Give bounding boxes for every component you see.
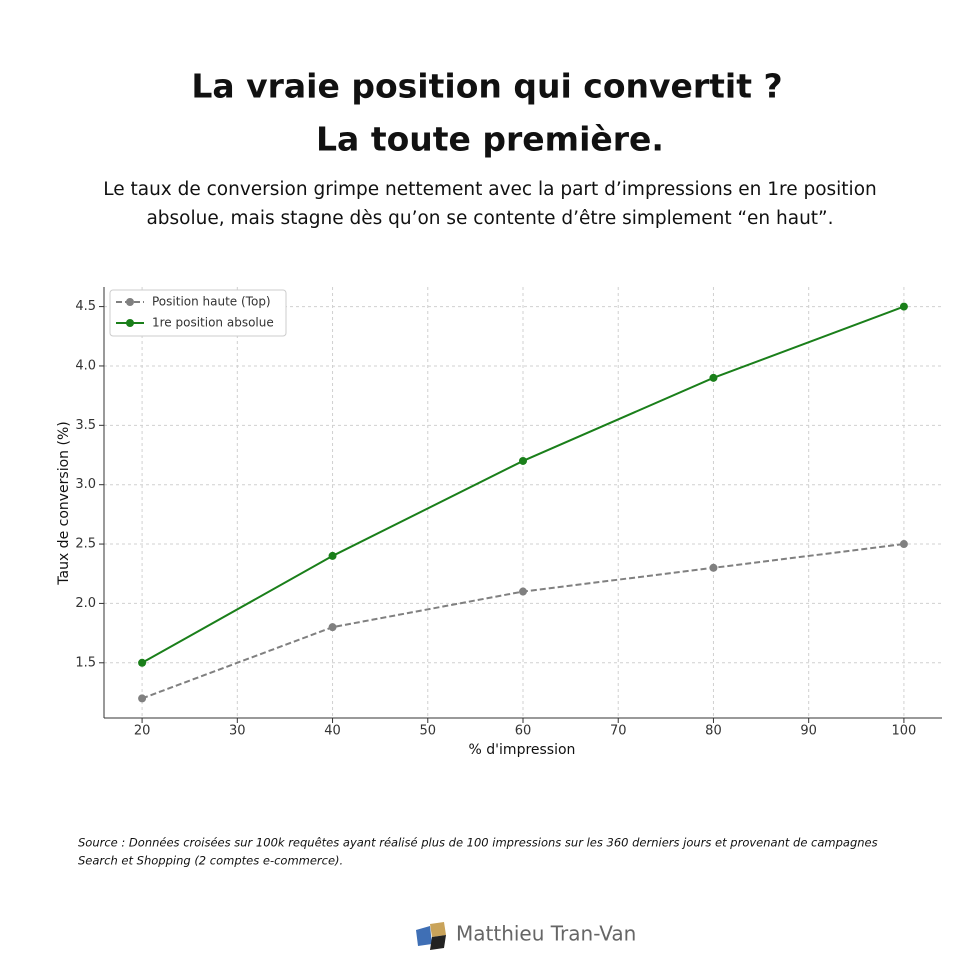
- x-tick-label: 30: [229, 724, 246, 739]
- legend-dot: [126, 298, 134, 306]
- x-tick-label: 60: [515, 724, 532, 739]
- point: [138, 694, 147, 703]
- point: [138, 658, 147, 667]
- y-tick-label: 2.0: [75, 596, 96, 611]
- y-tick-label: 4.0: [75, 358, 96, 373]
- legend-label: Position haute (Top): [152, 295, 271, 309]
- x-tick-label: 100: [891, 724, 916, 739]
- x-tick-label: 50: [419, 724, 436, 739]
- logo: [416, 922, 446, 950]
- subtitle-line: Le taux de conversion grimpe nettement a…: [103, 179, 877, 200]
- point: [328, 551, 337, 560]
- title-line: La vraie position qui convertit ?: [191, 67, 782, 106]
- x-tick-label: 20: [134, 724, 151, 739]
- point: [709, 373, 718, 382]
- x-tick-label: 70: [610, 724, 627, 739]
- y-tick-label: 2.5: [75, 537, 96, 552]
- point: [899, 540, 908, 549]
- y-tick-label: 4.5: [75, 299, 96, 314]
- source-line: Search et Shopping (2 comptes e-commerce…: [78, 854, 343, 868]
- y-axis-label: Taux de conversion (%): [56, 421, 72, 585]
- point: [709, 563, 718, 572]
- y-tick-label: 3.0: [75, 477, 96, 492]
- point: [899, 302, 908, 311]
- legend-label: 1re position absolue: [152, 316, 274, 330]
- title-line: La toute première.: [316, 120, 664, 159]
- legend-box: [109, 289, 287, 337]
- point: [519, 587, 527, 596]
- y-tick-label: 1.5: [75, 655, 96, 670]
- series-line: [141, 543, 905, 700]
- y-tick-label: 3.5: [75, 418, 96, 433]
- legend-dot: [126, 319, 134, 327]
- x-axis-label: % d'impression: [469, 742, 576, 758]
- x-tick-label: 90: [800, 724, 817, 739]
- source-line: Source : Données croisées sur 100k requê…: [78, 836, 878, 850]
- point: [328, 623, 337, 632]
- x-tick-label: 80: [705, 724, 722, 739]
- subtitle-line: absolue, mais stagne dès qu’on se conten…: [146, 208, 833, 229]
- point: [519, 456, 527, 465]
- x-tick-label: 40: [324, 724, 341, 739]
- author: Matthieu Tran-Van: [456, 922, 636, 946]
